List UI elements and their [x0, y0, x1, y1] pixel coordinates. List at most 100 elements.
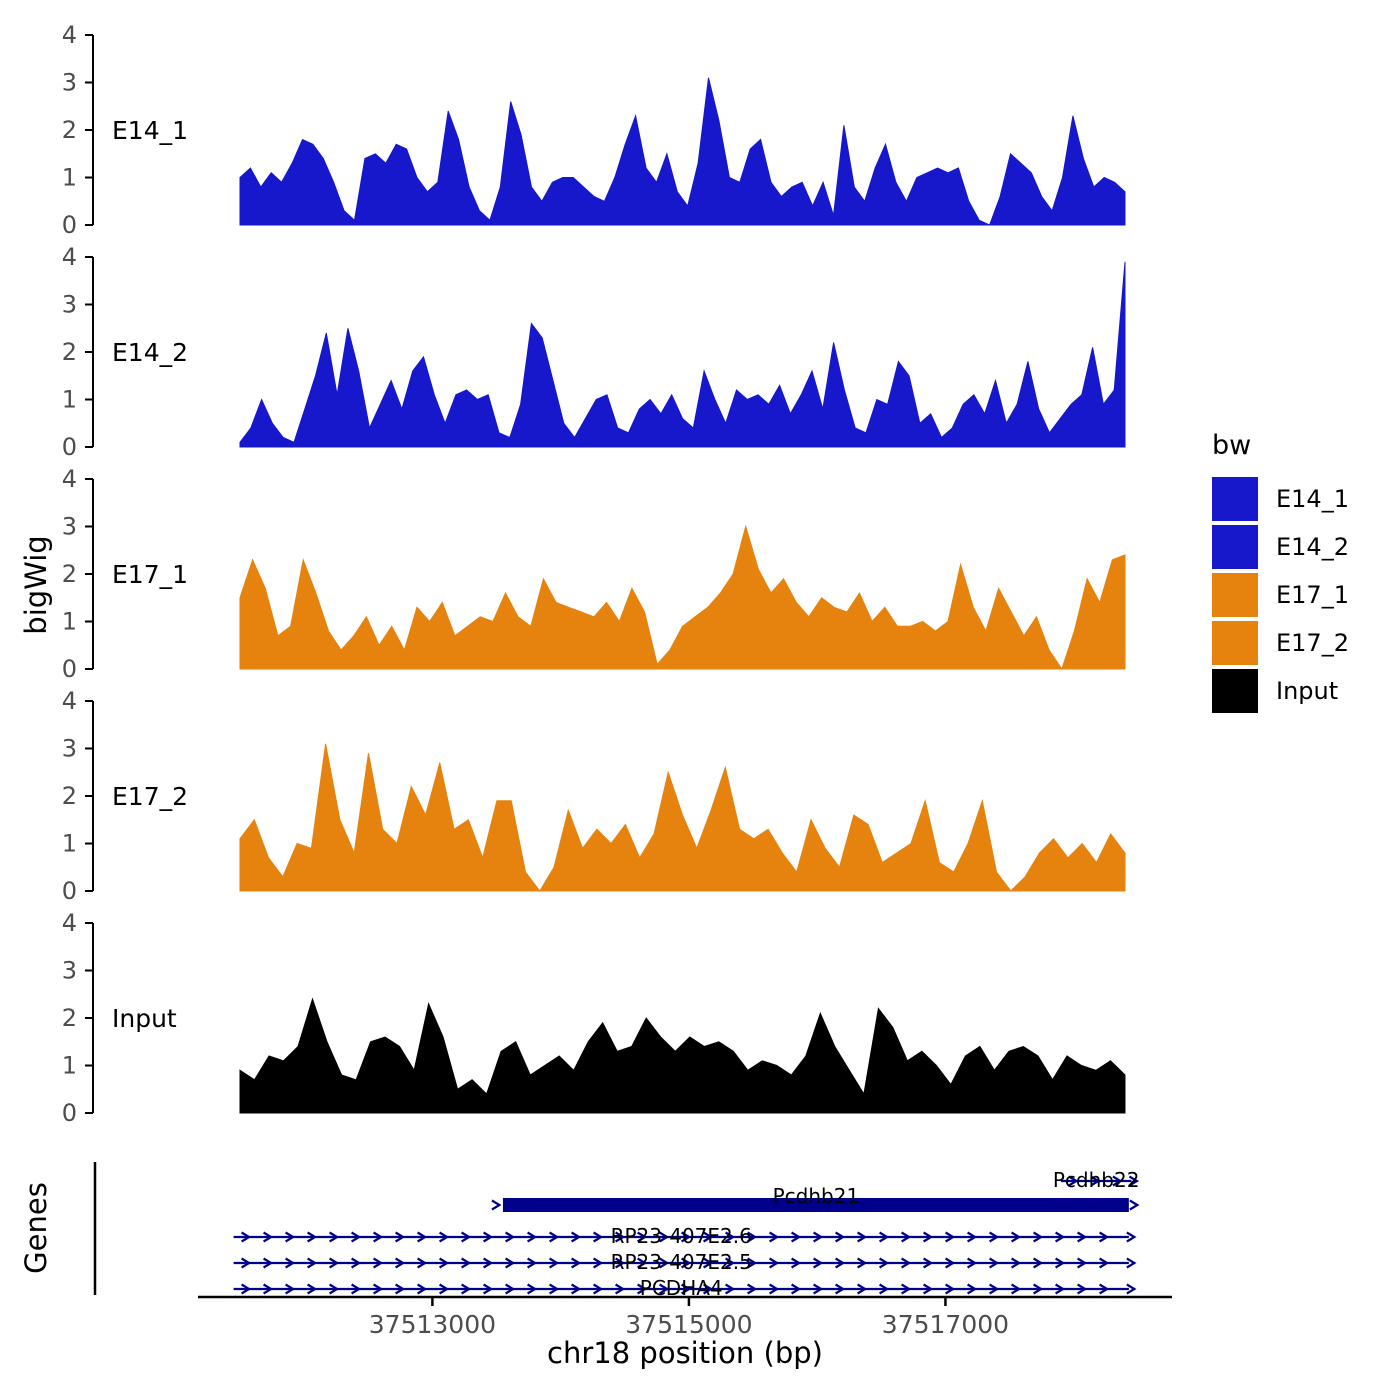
- y-tick-label: 4: [62, 909, 77, 937]
- strand-arrow-icon: [747, 1283, 758, 1295]
- strand-arrow-icon: [791, 1257, 802, 1269]
- strand-arrow-icon: [307, 1283, 318, 1295]
- strand-arrow-icon: [1033, 1257, 1044, 1269]
- strand-arrow-icon: [835, 1257, 846, 1269]
- x-tick-label: 37517000: [882, 1310, 1009, 1339]
- track-area-E14_2: [239, 261, 1126, 448]
- strand-arrow-icon: [813, 1231, 824, 1243]
- track-area-E14_1: [239, 77, 1126, 226]
- strand-arrow-icon: [263, 1231, 274, 1243]
- genes-panel: Pcdhb22Pcdhb21RP23-407E2.6RP23-407E2.5PC…: [93, 1162, 1140, 1300]
- y-tick-label: 0: [62, 877, 77, 905]
- y-tick-label: 1: [62, 386, 77, 414]
- strand-arrow-icon: [681, 1231, 692, 1243]
- strand-arrow-icon: [241, 1257, 252, 1269]
- track-E17_1: 0 1 2 3 4 E17_1: [62, 465, 1126, 683]
- x-tick-label: 37513000: [369, 1310, 496, 1339]
- strand-arrow-icon: [901, 1257, 912, 1269]
- strand-arrow-icon: [285, 1283, 296, 1295]
- strand-arrow-icon: [1055, 1283, 1066, 1295]
- strand-arrow-icon: [703, 1231, 714, 1243]
- strand-arrow-icon: [1126, 1283, 1137, 1295]
- track-area-Input: [239, 997, 1126, 1114]
- strand-arrow-icon: [879, 1231, 890, 1243]
- y-tick-label: 0: [62, 433, 77, 461]
- strand-arrow-icon: [813, 1283, 824, 1295]
- y-tick-label: 3: [62, 69, 77, 97]
- strand-arrow-icon: [769, 1257, 780, 1269]
- strand-arrow-icon: [725, 1257, 736, 1269]
- strand-arrow-icon: [901, 1283, 912, 1295]
- y-tick-label: 0: [62, 655, 77, 683]
- gene-RP23-407E2.5: RP23-407E2.5: [233, 1250, 1137, 1274]
- gene-Pcdhb22: Pcdhb22: [1053, 1168, 1140, 1192]
- strand-arrow-icon: [769, 1231, 780, 1243]
- strand-arrow-icon: [417, 1283, 428, 1295]
- strand-arrow-icon: [1090, 1175, 1101, 1187]
- strand-arrow-icon: [681, 1257, 692, 1269]
- strand-arrow-icon: [241, 1283, 252, 1295]
- strand-arrow-icon: [791, 1283, 802, 1295]
- strand-arrow-icon: [417, 1257, 428, 1269]
- y-tick-label: 0: [62, 1099, 77, 1127]
- strand-arrow-icon: [329, 1257, 340, 1269]
- strand-arrow-icon: [329, 1283, 340, 1295]
- legend-entry-E17_1: E17_1: [1212, 573, 1349, 617]
- genes-panel-title: Genes: [19, 1182, 53, 1274]
- y-tick-label: 1: [62, 608, 77, 636]
- strand-arrow-icon: [857, 1231, 868, 1243]
- strand-arrow-icon: [351, 1231, 362, 1243]
- track-label: Input: [112, 1004, 177, 1033]
- y-tick-label: 2: [62, 338, 77, 366]
- strand-arrow-icon: [637, 1231, 648, 1243]
- track-label: E17_1: [112, 560, 188, 589]
- y-tick-label: 2: [62, 116, 77, 144]
- strand-arrow-icon: [879, 1283, 890, 1295]
- strand-arrow-icon: [725, 1231, 736, 1243]
- gene-label: RP23-407E2.6: [611, 1224, 752, 1248]
- y-tick-label: 2: [62, 782, 77, 810]
- legend-entry-E14_2: E14_2: [1212, 525, 1349, 569]
- strand-arrow-icon: [967, 1257, 978, 1269]
- strand-arrow-icon: [395, 1257, 406, 1269]
- track-area-E17_2: [239, 743, 1126, 892]
- strand-arrow-icon: [835, 1231, 846, 1243]
- strand-arrow-icon: [263, 1257, 274, 1269]
- strand-arrow-icon: [329, 1231, 340, 1243]
- y-tick-label: 4: [62, 687, 77, 715]
- strand-arrow-icon: [1126, 1231, 1137, 1243]
- strand-arrow-icon: [461, 1257, 472, 1269]
- strand-arrow-icon: [527, 1283, 538, 1295]
- strand-arrow-icon: [549, 1257, 560, 1269]
- legend-swatch-icon: [1212, 525, 1258, 569]
- strand-arrow-icon: [461, 1231, 472, 1243]
- strand-arrow-icon: [1077, 1257, 1088, 1269]
- strand-arrow-icon: [505, 1231, 516, 1243]
- strand-arrow-icon: [725, 1283, 736, 1295]
- strand-arrow-icon: [505, 1257, 516, 1269]
- y-tick-label: 4: [62, 243, 77, 271]
- strand-arrow-icon: [637, 1283, 648, 1295]
- strand-arrow-icon: [857, 1283, 868, 1295]
- y-tick-label: 0: [62, 211, 77, 239]
- strand-arrow-icon: [571, 1257, 582, 1269]
- strand-arrow-icon: [769, 1283, 780, 1295]
- strand-arrow-icon: [1033, 1231, 1044, 1243]
- legend-entry-E17_2: E17_2: [1212, 621, 1349, 665]
- y-tick-label: 2: [62, 560, 77, 588]
- legend-label: E14_1: [1276, 485, 1349, 513]
- strand-arrow-icon: [923, 1231, 934, 1243]
- strand-arrow-icon: [505, 1283, 516, 1295]
- gene-Pcdhb21: Pcdhb21: [491, 1184, 1140, 1212]
- strand-arrow-icon: [549, 1231, 560, 1243]
- strand-arrow-icon: [835, 1283, 846, 1295]
- legend-swatch-icon: [1212, 669, 1258, 713]
- strand-arrow-icon: [395, 1283, 406, 1295]
- strand-arrow-icon: [945, 1257, 956, 1269]
- strand-arrow-icon: [989, 1257, 1000, 1269]
- y-tick-label: 3: [62, 735, 77, 763]
- legend-label: E17_1: [1276, 581, 1349, 609]
- strand-arrow-icon: [1033, 1283, 1044, 1295]
- track-label: E17_2: [112, 782, 188, 811]
